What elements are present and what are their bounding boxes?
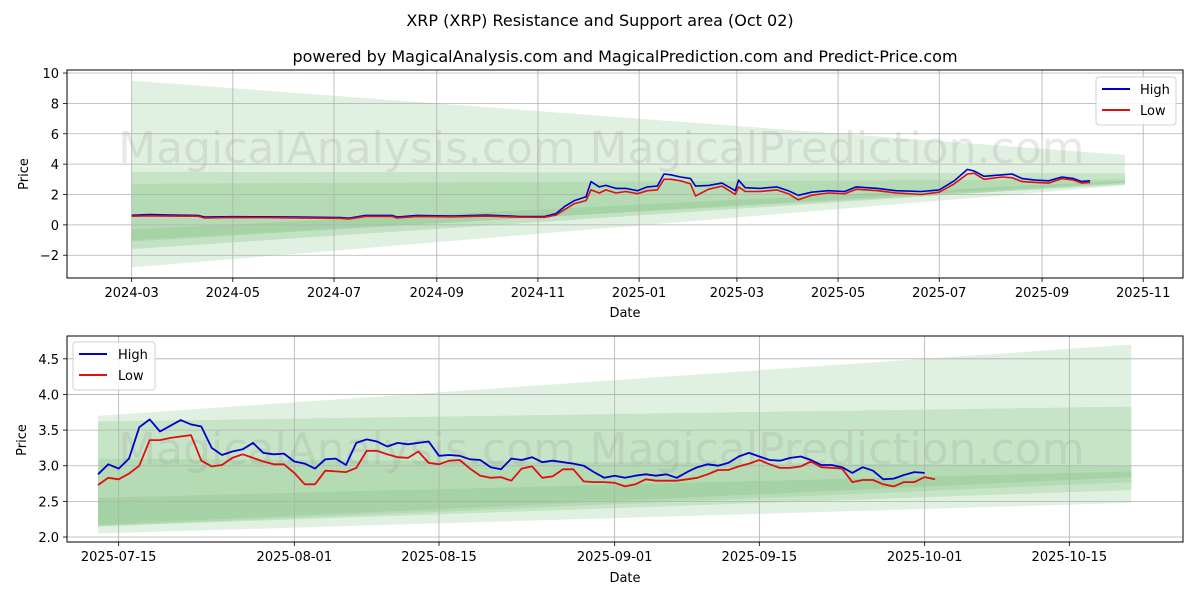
detail-axes-frame [66, 335, 1184, 543]
detail-y-ticks: 2.0 2.5 3.0 3.5 4.0 4.5 [38, 353, 67, 546]
overview-y-ticks: −2 0 2 4 6 8 10 [40, 67, 67, 264]
detail-x-ticks: 2025-07-15 2025-08-01 2025-08-15 2025-09-01… [81, 542, 1107, 565]
overview-axes: MagicalAnalysis.com MagicalPrediction.com… [17, 67, 1184, 322]
x-tick-label: 2024-11 [511, 286, 565, 301]
overview-y-label: Price [17, 158, 32, 190]
x-tick-label: 2025-08-01 [257, 550, 333, 565]
x-tick-label: 2025-09-15 [722, 550, 798, 565]
x-tick-label: 2024-07 [307, 286, 361, 301]
watermark-text: MagicalPrediction.com [590, 424, 1085, 475]
watermark-text: MagicalAnalysis.com [118, 271, 576, 322]
detail-grid [67, 336, 1183, 542]
series-line-low [131, 172, 1091, 220]
overview-grid [67, 70, 1183, 278]
detail-legend-high-label: High [118, 348, 148, 363]
series-line-high [97, 418, 925, 481]
x-tick-label: 2024-05 [206, 286, 260, 301]
x-tick-label: 2025-05 [811, 286, 865, 301]
series-line-high [131, 168, 1091, 219]
x-tick-label: 2025-08-15 [401, 550, 477, 565]
x-tick-label: 2025-03 [710, 286, 764, 301]
detail-legend: High Low [72, 341, 156, 391]
watermark-text: MagicalPrediction.com [590, 271, 1085, 322]
overview-lines [131, 168, 1091, 220]
x-tick-label: 2025-07 [912, 286, 966, 301]
series-line-low [97, 434, 936, 488]
x-tick-label: 2025-09 [1015, 286, 1069, 301]
y-tick-label: 2.5 [38, 495, 59, 510]
y-tick-label: 8 [51, 97, 59, 112]
y-tick-label: 6 [51, 128, 59, 143]
y-tick-label: 4.0 [38, 388, 59, 403]
x-tick-label: 2025-10-15 [1032, 550, 1108, 565]
overview-x-ticks: 2024-03 2024-05 2024-07 2024-09 2024-11 2025-… [105, 278, 1170, 301]
overview-watermarks: MagicalAnalysis.com MagicalPrediction.com… [118, 123, 1085, 322]
watermark-text: MagicalPrediction.com [590, 123, 1085, 174]
y-tick-label: 3.0 [38, 460, 59, 475]
x-tick-label: 2025-07-15 [81, 550, 157, 565]
detail-x-label: Date [609, 571, 640, 586]
overview-legend-low-label: Low [1140, 104, 1166, 119]
x-tick-label: 2025-11 [1116, 286, 1170, 301]
band-core [131, 180, 1125, 250]
overview-legend-high-label: High [1140, 83, 1170, 98]
y-tick-label: 4.5 [38, 353, 59, 368]
detail-watermarks: MagicalAnalysis.com MagicalPrediction.com [118, 424, 1084, 475]
x-tick-label: 2024-09 [410, 286, 464, 301]
x-tick-label: 2025-01 [612, 286, 666, 301]
detail-axes: MagicalAnalysis.com MagicalPrediction.com… [15, 335, 1184, 586]
chart-subtitle: powered by MagicalAnalysis.com and Magic… [292, 47, 957, 66]
y-tick-label: 10 [42, 67, 59, 82]
overview-x-label: Date [609, 306, 640, 321]
x-tick-label: 2024-03 [105, 286, 159, 301]
y-tick-label: 2 [51, 188, 59, 203]
y-tick-label: 0 [51, 219, 59, 234]
y-tick-label: 4 [51, 158, 59, 173]
detail-legend-low-label: Low [118, 369, 144, 384]
x-tick-label: 2025-09-01 [577, 550, 653, 565]
detail-y-label: Price [15, 424, 30, 456]
y-tick-label: 2.0 [38, 531, 59, 546]
x-tick-label: 2025-10-01 [887, 550, 963, 565]
detail-lines [97, 418, 936, 488]
overview-axes-frame [66, 69, 1184, 279]
watermark-text: MagicalAnalysis.com [118, 123, 576, 174]
y-tick-label: −2 [40, 249, 59, 264]
chart-title: XRP (XRP) Resistance and Support area (O… [406, 11, 793, 30]
y-tick-label: 3.5 [38, 424, 59, 439]
watermark-text: MagicalAnalysis.com [118, 424, 576, 475]
overview-legend: High Low [1095, 76, 1177, 126]
